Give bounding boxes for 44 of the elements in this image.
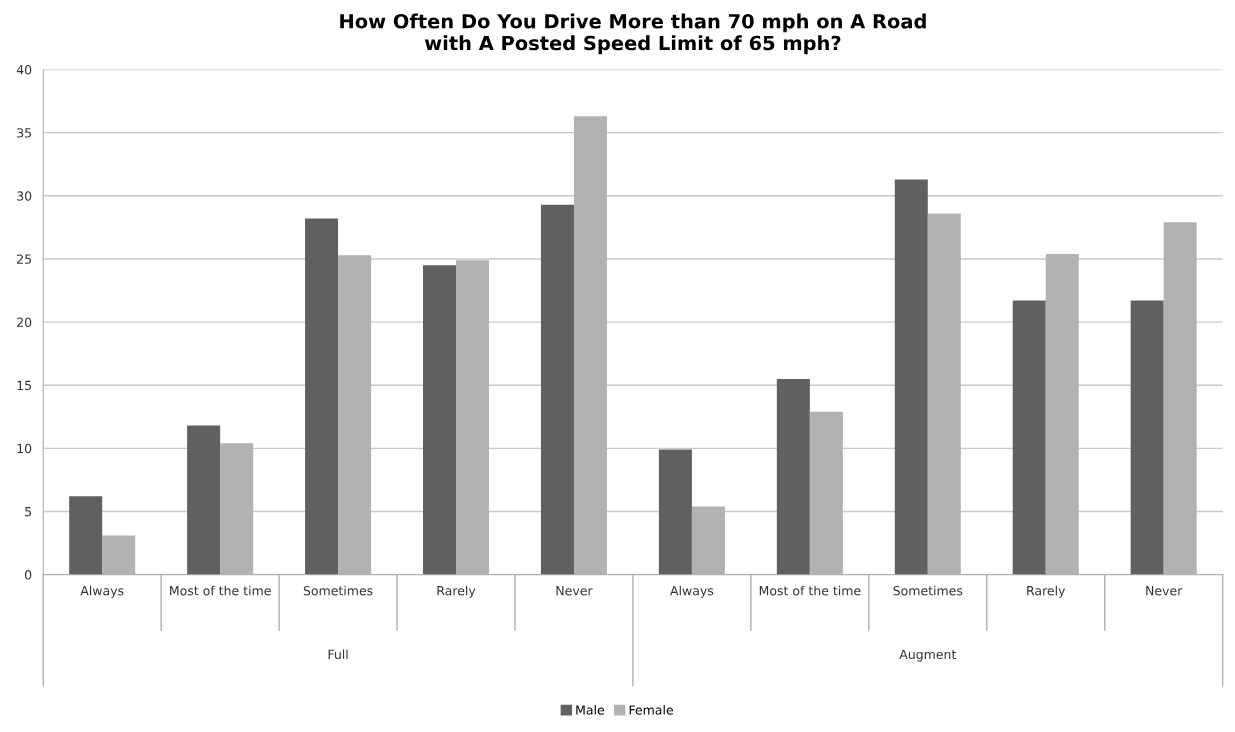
bar — [187, 425, 221, 575]
bar — [1012, 300, 1046, 575]
y-tick-label: 25 — [17, 254, 32, 264]
x-tick-label: Never — [556, 586, 593, 596]
x-tick-label: Rarely — [437, 585, 476, 598]
bar — [1045, 253, 1079, 575]
bar — [220, 443, 254, 575]
bar — [1163, 222, 1197, 575]
bar — [1130, 300, 1164, 575]
text: Augment — [899, 649, 957, 662]
x-tick-label: Most of the time — [170, 585, 271, 596]
y-tick-label: 35 — [17, 128, 32, 138]
bar — [305, 218, 339, 575]
x-tick-label: Always — [670, 585, 714, 598]
y-tick-label: 40 — [16, 65, 32, 75]
bar — [102, 535, 136, 575]
legend-label: Female — [629, 704, 673, 715]
y-tick-label: 20 — [17, 317, 32, 328]
x-tick-label: Sometimes — [303, 585, 373, 596]
text: Full — [328, 649, 348, 660]
y-tick-label: 10 — [17, 443, 32, 454]
x-tick-label: Most of the time — [759, 585, 861, 596]
bar — [927, 213, 961, 575]
x-tick-label: Sometimes — [893, 585, 963, 596]
chart-title: How Often Do You Drive More than 70 mph on A Road with A Posted Speed Limit of 65 mph? — [340, 13, 926, 55]
x-tick-label: Always — [80, 585, 124, 598]
y-tick-label: 5 — [25, 507, 32, 517]
x-tick-label: Rarely — [1027, 585, 1066, 598]
y-tick-label: 30 — [17, 191, 32, 201]
bar — [456, 260, 490, 575]
bar — [423, 265, 457, 575]
bar — [540, 204, 574, 575]
x-tick-label: Never — [1146, 586, 1183, 596]
y-tick-label: 15 — [17, 380, 32, 391]
bar — [573, 116, 607, 575]
bar — [691, 506, 725, 575]
bar — [894, 179, 928, 575]
legend-label: Male — [576, 704, 605, 715]
bar — [776, 378, 810, 575]
bar — [658, 449, 692, 575]
bar — [338, 255, 372, 575]
y-tick-label: 0 — [24, 570, 32, 580]
bar — [69, 496, 103, 575]
bar — [809, 411, 843, 575]
